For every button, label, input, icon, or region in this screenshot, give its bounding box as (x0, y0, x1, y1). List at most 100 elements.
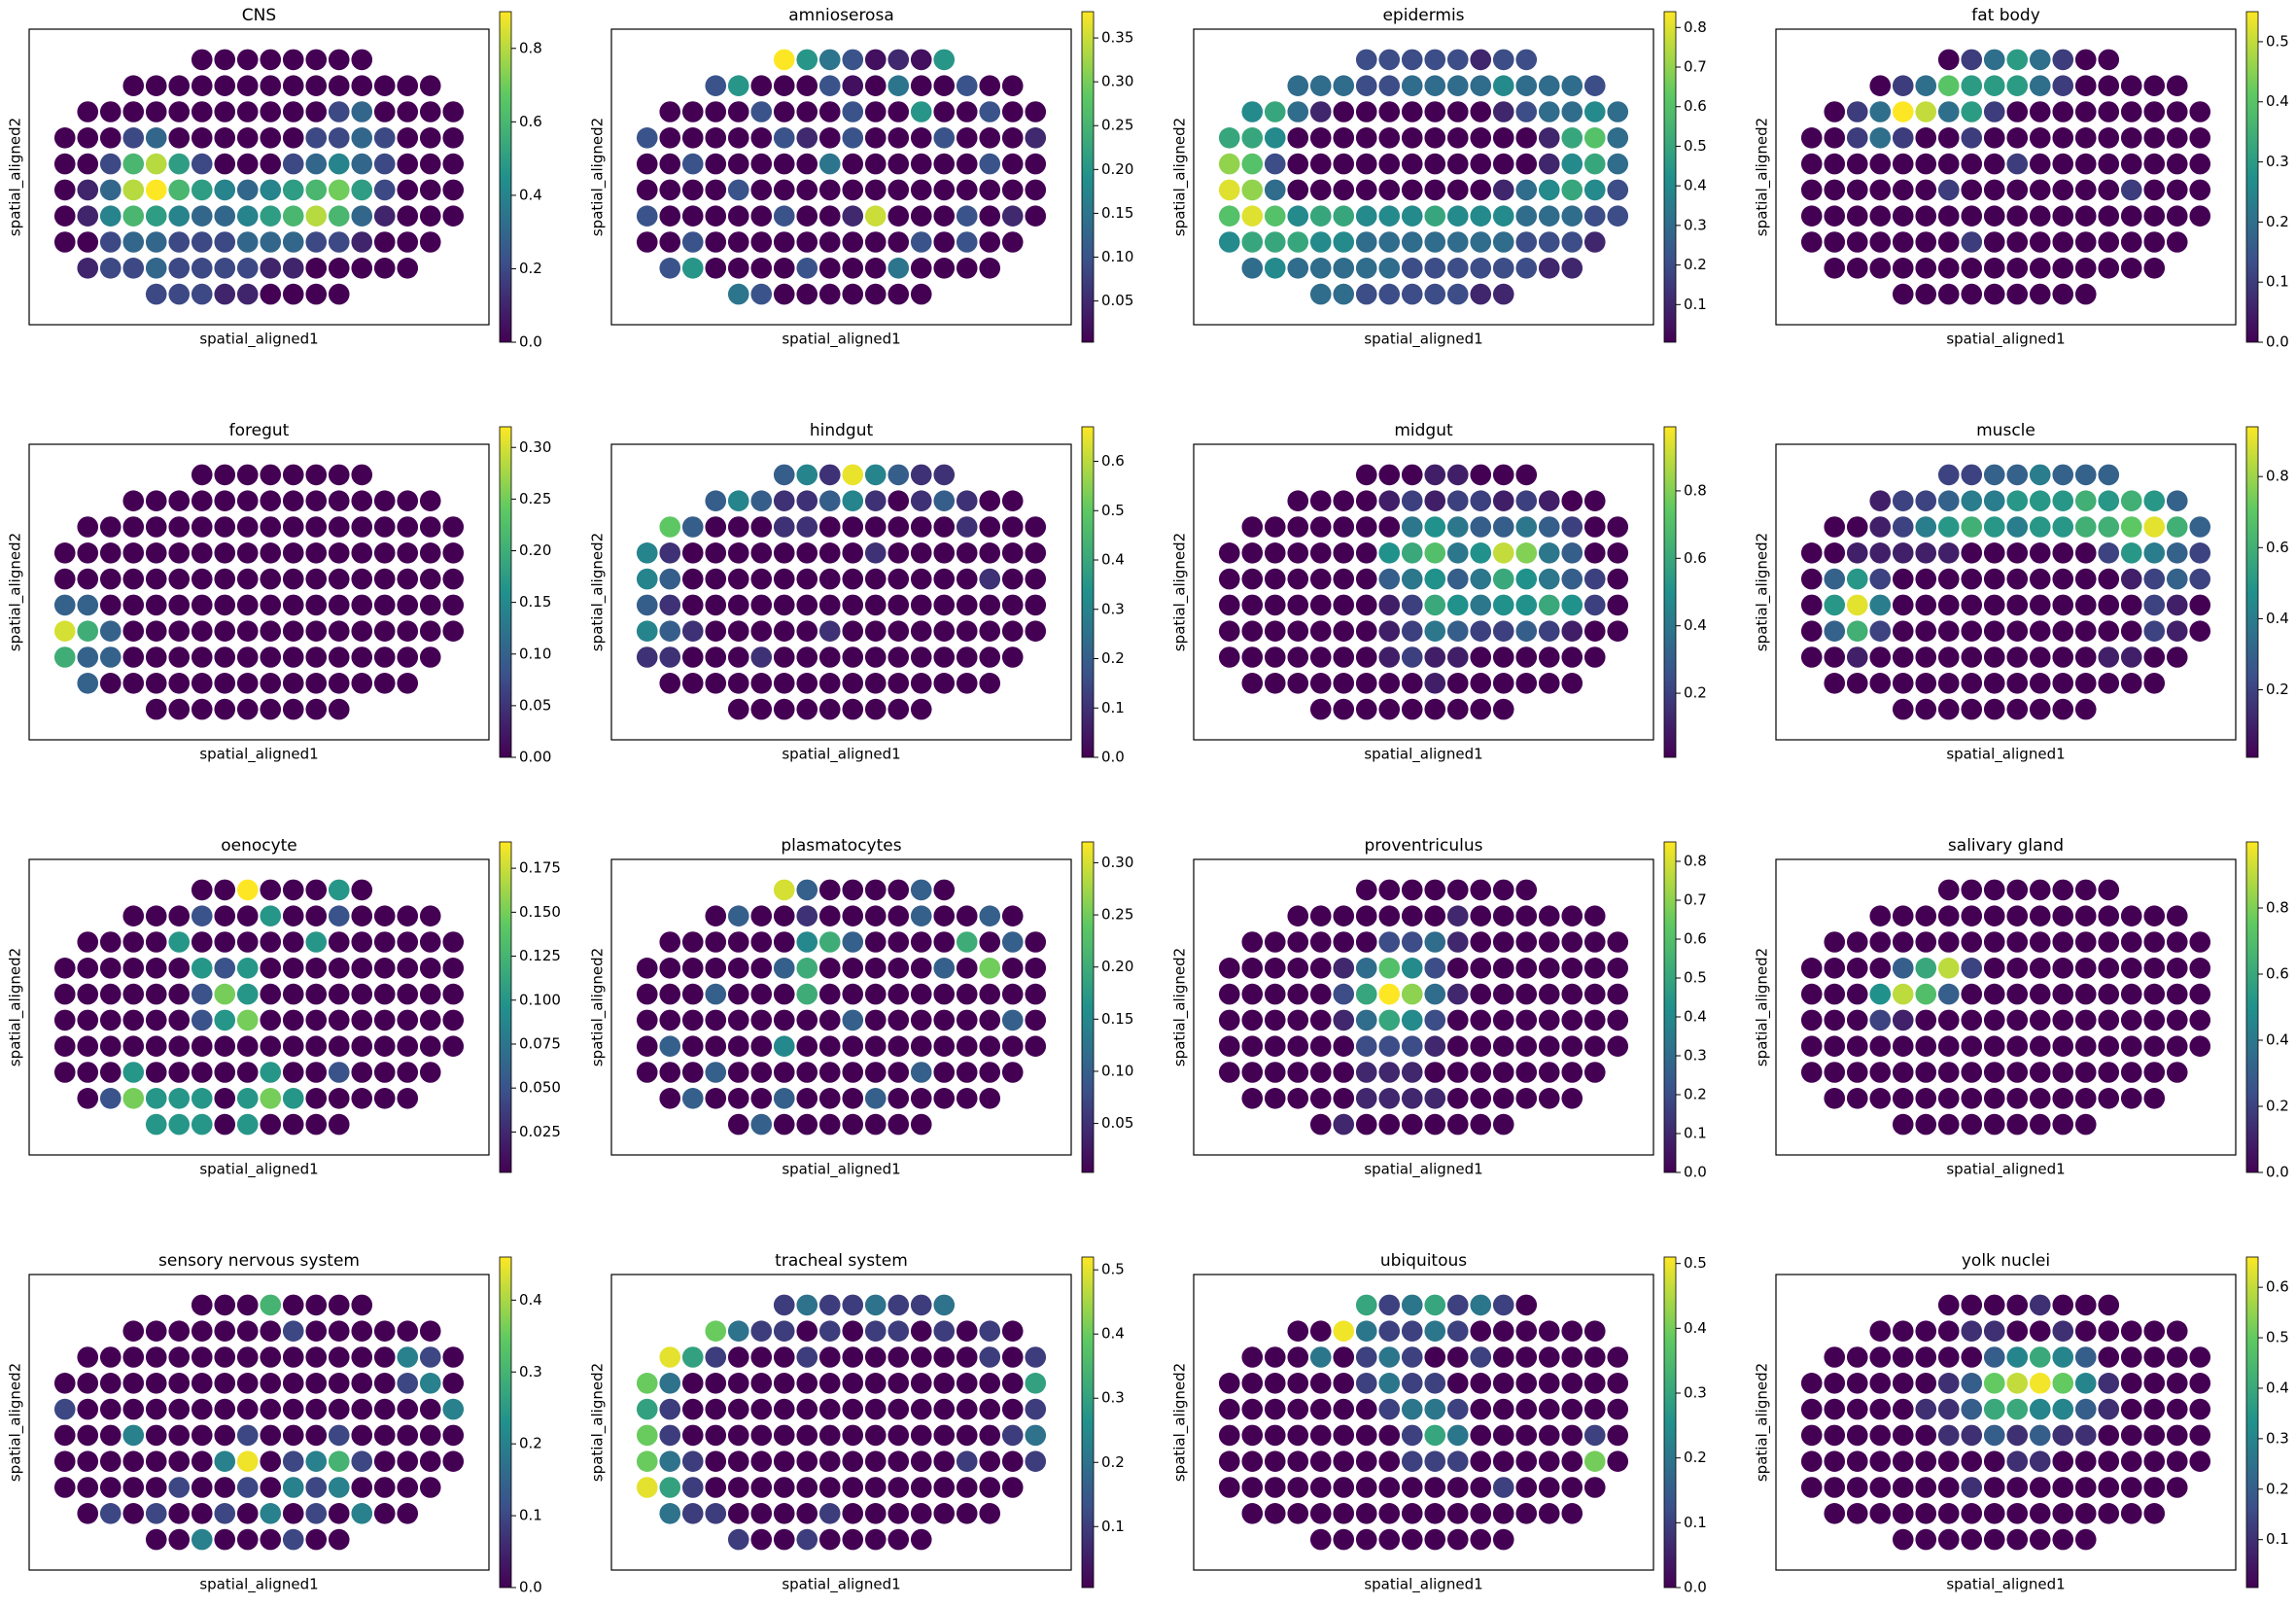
spot (773, 957, 795, 979)
spot (1241, 672, 1264, 694)
spot (99, 1035, 122, 1058)
spot (1983, 1502, 2005, 1524)
spot (1333, 541, 1355, 564)
spot (53, 231, 76, 253)
spot (2052, 126, 2074, 149)
spot (2098, 905, 2120, 927)
spot (1983, 1346, 2005, 1368)
spot (1937, 905, 1960, 927)
spot (2120, 568, 2142, 590)
spot (681, 153, 704, 175)
spot (1355, 1450, 1377, 1473)
spot (442, 983, 465, 1005)
spot (1492, 516, 1514, 538)
spot (1800, 1035, 1823, 1058)
spot (2189, 1009, 2211, 1031)
spot (236, 283, 259, 305)
spot (1961, 620, 1983, 643)
spot (1824, 646, 1846, 668)
spot (750, 1113, 773, 1135)
spot (681, 672, 704, 694)
spot (1309, 568, 1332, 590)
spot (979, 1477, 1001, 1498)
spot (818, 620, 841, 643)
spot (842, 983, 864, 1005)
spot (1846, 101, 1868, 122)
spot (191, 541, 213, 564)
spot (1378, 231, 1401, 253)
spot (1355, 464, 1377, 486)
spot (328, 1346, 350, 1368)
spot (681, 1477, 704, 1498)
spot (351, 1294, 373, 1316)
spot (796, 1424, 818, 1447)
spot (1264, 1502, 1286, 1524)
spot (727, 75, 749, 97)
spot (864, 1294, 887, 1316)
spot (2098, 179, 2120, 201)
spot (887, 179, 910, 201)
spot (419, 983, 441, 1005)
spot (887, 698, 910, 720)
spot (1937, 594, 1960, 616)
spot (2166, 516, 2188, 538)
spot (305, 257, 328, 279)
spot (636, 620, 658, 643)
spot (1424, 1062, 1446, 1083)
spot (818, 1035, 841, 1058)
spot (1937, 1450, 1960, 1473)
spot (282, 620, 304, 643)
spot (2029, 516, 2051, 538)
spot (442, 931, 465, 953)
spot (1800, 179, 1823, 201)
spot (979, 75, 1001, 97)
spot (260, 1424, 282, 1447)
spot (1961, 126, 1983, 149)
spot (99, 1477, 122, 1498)
spot (1538, 1035, 1560, 1058)
spot (351, 126, 373, 149)
spot (1264, 1062, 1286, 1083)
spot (305, 1062, 328, 1083)
spot (1424, 1528, 1446, 1551)
spot (979, 1398, 1001, 1420)
spot (351, 672, 373, 694)
spot (933, 1502, 956, 1524)
spot (1515, 205, 1538, 227)
colorbar (1081, 11, 1095, 343)
spot (2029, 1113, 2051, 1135)
spot (282, 879, 304, 901)
spot (168, 620, 191, 643)
spot (1470, 541, 1492, 564)
spot (1846, 179, 1868, 201)
spot (705, 205, 727, 227)
spot (2052, 1087, 2074, 1109)
spot (2120, 1398, 2142, 1420)
y-axis-label: spatial_aligned2 (7, 533, 25, 651)
spot (842, 231, 864, 253)
spot (397, 179, 419, 201)
spot (53, 1450, 76, 1473)
spot (2029, 464, 2051, 486)
spot (2166, 231, 2188, 253)
spot (681, 231, 704, 253)
spot (887, 1502, 910, 1524)
subplot: fat bodyspatial_aligned1spatial_aligned2… (1754, 6, 2289, 351)
spot (956, 983, 978, 1005)
spot (636, 957, 658, 979)
spot (910, 1372, 932, 1394)
spot (1001, 1320, 1024, 1343)
spot (260, 594, 282, 616)
spot (1492, 1372, 1514, 1394)
spot (397, 1398, 419, 1420)
spot (305, 672, 328, 694)
spot (282, 1424, 304, 1447)
colorbar-tick-label: 0.20 (1101, 958, 1133, 975)
spot (1470, 126, 1492, 149)
spot (933, 153, 956, 175)
spot (750, 541, 773, 564)
spot (659, 231, 681, 253)
spot (818, 1087, 841, 1109)
spot (2052, 1346, 2074, 1368)
spot (2120, 75, 2142, 97)
